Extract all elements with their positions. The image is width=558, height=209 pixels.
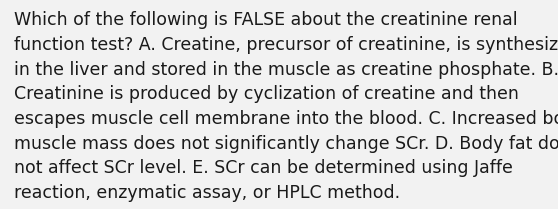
Text: not affect SCr level. E. SCr can be determined using Jaffe: not affect SCr level. E. SCr can be dete… [14,159,513,177]
Text: muscle mass does not significantly change SCr. D. Body fat does: muscle mass does not significantly chang… [14,135,558,153]
Text: function test? A. Creatine, precursor of creatinine, is synthesized: function test? A. Creatine, precursor of… [14,36,558,54]
Text: Creatinine is produced by cyclization of creatine and then: Creatinine is produced by cyclization of… [14,85,519,103]
Text: in the liver and stored in the muscle as creatine phosphate. B.: in the liver and stored in the muscle as… [14,61,558,79]
Text: escapes muscle cell membrane into the blood. C. Increased body: escapes muscle cell membrane into the bl… [14,110,558,128]
Text: reaction, enzymatic assay, or HPLC method.: reaction, enzymatic assay, or HPLC metho… [14,184,400,202]
Text: Which of the following is FALSE about the creatinine renal: Which of the following is FALSE about th… [14,11,518,29]
